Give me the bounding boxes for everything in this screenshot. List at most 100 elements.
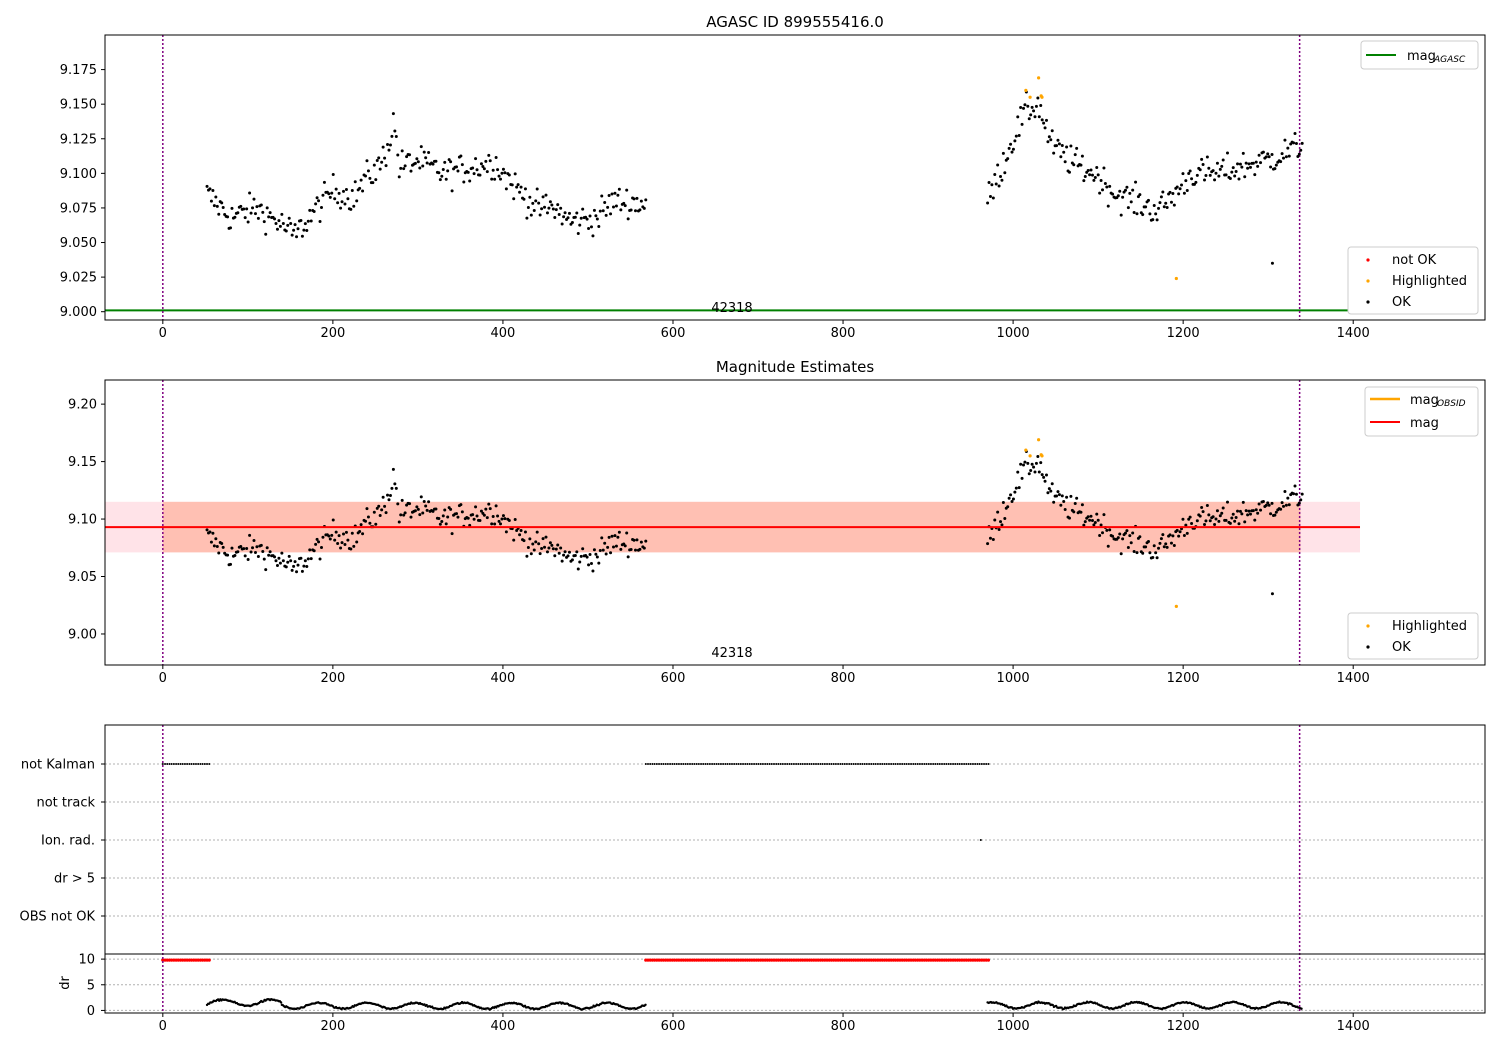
data-point-highlighted <box>1028 95 1032 99</box>
data-point-ok <box>488 159 492 163</box>
data-point-ok <box>510 183 514 187</box>
dr-point-not-ok <box>725 958 730 962</box>
data-point-ok <box>1034 104 1038 108</box>
data-point-ok <box>337 534 341 538</box>
data-point-ok <box>635 196 639 200</box>
data-point-ok <box>1146 198 1150 202</box>
data-point-ok <box>1003 517 1007 521</box>
data-point-ok <box>503 517 507 521</box>
dr-point-not-ok <box>924 958 929 962</box>
dr-point-not-ok <box>683 958 688 962</box>
data-point-ok <box>350 531 354 535</box>
x-tick-label: 1400 <box>1337 1019 1370 1034</box>
flag-point-not-kalman <box>810 763 813 765</box>
data-point-ok <box>1280 152 1284 156</box>
data-point-ok <box>545 550 549 554</box>
data-point-ok <box>1188 515 1192 519</box>
data-point-ok <box>592 548 596 552</box>
flag-point-not-kalman <box>175 763 178 765</box>
data-point-ok <box>626 217 630 221</box>
data-point-ok <box>1116 536 1120 540</box>
flag-point-not-kalman <box>821 763 824 765</box>
data-point-ok <box>336 541 340 545</box>
flag-point-not-kalman <box>700 763 703 765</box>
data-point-ok <box>358 530 362 534</box>
dr-point-not-ok <box>163 958 167 962</box>
data-point-ok <box>588 214 592 218</box>
data-point-ok <box>529 213 533 217</box>
legend-label: mag <box>1410 416 1439 431</box>
data-point-ok <box>1089 514 1093 518</box>
data-point-ok <box>1062 150 1066 154</box>
data-point-ok <box>528 537 532 541</box>
data-point-ok <box>1135 551 1139 555</box>
dr-point-not-ok <box>838 958 842 962</box>
data-point-ok <box>449 507 453 511</box>
data-point-ok <box>1274 510 1278 514</box>
data-point-ok <box>1056 490 1060 494</box>
dr-point-not-ok <box>816 958 820 962</box>
data-point-ok <box>361 532 365 536</box>
data-point-ok <box>372 510 376 514</box>
data-point-ok <box>589 225 593 229</box>
data-point-ok <box>312 549 316 553</box>
data-point-ok <box>494 155 498 159</box>
data-point-ok <box>611 545 615 549</box>
data-point-ok <box>314 542 318 546</box>
flag-point-not-kalman <box>764 763 767 765</box>
data-point-ok <box>1251 161 1255 165</box>
data-point-ok <box>1218 514 1222 518</box>
flag-point-not-kalman <box>755 763 758 765</box>
data-point-ok <box>629 208 633 212</box>
data-point-ok <box>1251 509 1255 513</box>
flag-label: Ion. rad. <box>41 834 95 849</box>
dr-point-not-ok <box>772 958 776 962</box>
data-point-ok <box>1253 518 1257 522</box>
data-point-ok <box>1131 531 1135 535</box>
data-point-ok <box>1079 510 1083 514</box>
data-point-ok <box>1083 520 1087 524</box>
data-point-ok <box>462 180 466 184</box>
data-point-ok <box>471 513 475 517</box>
data-point-ok <box>460 163 464 167</box>
data-point-highlighted <box>1037 76 1041 80</box>
flag-point-not-kalman <box>792 763 795 765</box>
data-point-ok <box>309 219 313 223</box>
dr-point-not-ok <box>814 958 818 962</box>
data-point-ok <box>606 205 610 209</box>
x-tick-label: 600 <box>661 1019 686 1034</box>
data-point-ok <box>1165 206 1169 210</box>
data-point-ok <box>1019 462 1023 466</box>
data-point-ok <box>1118 189 1122 193</box>
dr-point-not-ok <box>732 958 736 962</box>
data-point-ok <box>415 157 419 161</box>
data-point-ok <box>209 199 213 203</box>
data-point-ok <box>556 203 560 207</box>
data-point-ok <box>267 215 271 219</box>
data-point-ok <box>504 530 508 534</box>
data-point-ok <box>1217 174 1221 178</box>
flag-point-not-kalman <box>186 763 189 765</box>
data-point-ok <box>1043 126 1047 130</box>
data-point-ok <box>634 209 638 213</box>
data-point-ok <box>242 207 246 211</box>
dr-point-not-ok <box>723 958 727 962</box>
data-point-ok <box>1042 121 1046 125</box>
data-point-ok <box>208 187 212 191</box>
data-point-ok <box>277 219 281 223</box>
data-point-ok <box>1105 185 1109 189</box>
data-point-ok <box>1267 503 1271 507</box>
data-point-ok <box>215 204 219 208</box>
data-point-ok <box>1184 179 1188 183</box>
dr-point-not-ok <box>962 958 966 962</box>
data-point-ok <box>409 169 413 173</box>
dr-point-not-ok <box>706 958 710 962</box>
dr-point-not-ok <box>719 958 723 962</box>
data-point-ok <box>302 228 306 232</box>
data-point-ok <box>1214 171 1218 175</box>
data-point-ok <box>438 178 442 182</box>
data-point-ok <box>355 540 359 544</box>
flag-point-not-kalman <box>958 763 961 765</box>
data-point-ok <box>281 559 285 563</box>
data-point-ok <box>548 541 552 545</box>
